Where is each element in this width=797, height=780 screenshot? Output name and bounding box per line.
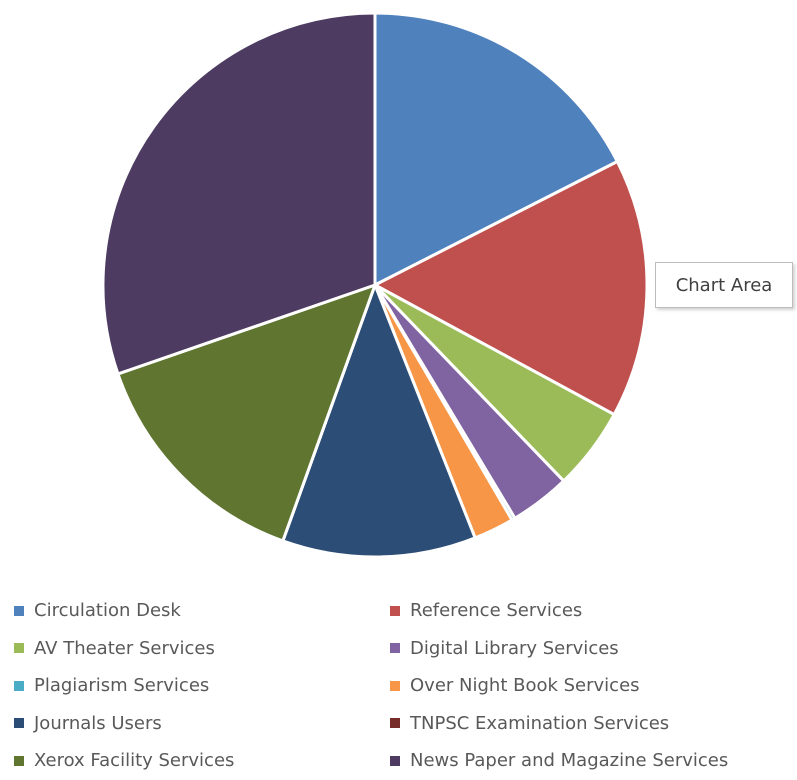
- chart-area-tooltip: Chart Area: [655, 262, 793, 308]
- legend-label: Journals Users: [34, 712, 162, 734]
- legend-swatch: [14, 605, 24, 616]
- legend-label: Plagiarism Services: [34, 675, 210, 697]
- pie-slice-circulation-desk: [373, 11, 619, 287]
- legend-item-av-theater-services: AV Theater Services: [14, 630, 390, 668]
- legend-label: Circulation Desk: [34, 600, 181, 622]
- chart-legend: Circulation Desk Reference Services AV T…: [14, 592, 794, 771]
- pie-slice-journals-users: [281, 283, 477, 559]
- legend-swatch: [14, 643, 24, 654]
- legend-label: Xerox Facility Services: [34, 750, 235, 772]
- tooltip-label: Chart Area: [675, 274, 773, 296]
- pie-slices: [101, 11, 649, 559]
- legend-swatch: [14, 680, 24, 691]
- legend-swatch: [14, 755, 24, 766]
- legend-swatch: [390, 718, 400, 729]
- pie-slice-reference-services: [373, 160, 649, 417]
- legend-item-reference-services: Reference Services: [390, 592, 790, 630]
- legend-label: AV Theater Services: [34, 637, 215, 659]
- legend-label: News Paper and Magazine Services: [410, 750, 729, 772]
- legend-item-journals-users: Journals Users: [14, 705, 390, 743]
- legend-item-news-paper-and-magazine-services: News Paper and Magazine Services: [390, 742, 790, 780]
- pie-slice-news-paper-and-magazine-services: [101, 11, 377, 376]
- legend-label: TNPSC Examination Services: [410, 712, 670, 734]
- legend-swatch: [14, 718, 24, 729]
- pie-chart: [101, 11, 649, 559]
- legend-item-digital-library-services: Digital Library Services: [390, 630, 790, 668]
- legend-label: Reference Services: [410, 600, 583, 622]
- legend-label: Over Night Book Services: [410, 675, 640, 697]
- legend-swatch: [390, 680, 400, 691]
- pie-slice-xerox-facility-services: [116, 283, 377, 543]
- legend-swatch: [390, 755, 400, 766]
- legend-item-circulation-desk: Circulation Desk: [14, 592, 390, 630]
- legend-item-xerox-facility-services: Xerox Facility Services: [14, 742, 390, 780]
- legend-swatch: [390, 605, 400, 616]
- legend-label: Digital Library Services: [410, 637, 619, 659]
- legend-item-tnpsc-examination-services: TNPSC Examination Services: [390, 705, 790, 743]
- legend-swatch: [390, 643, 400, 654]
- legend-item-plagiarism-services: Plagiarism Services: [14, 667, 390, 705]
- legend-item-over-night-book-services: Over Night Book Services: [390, 667, 790, 705]
